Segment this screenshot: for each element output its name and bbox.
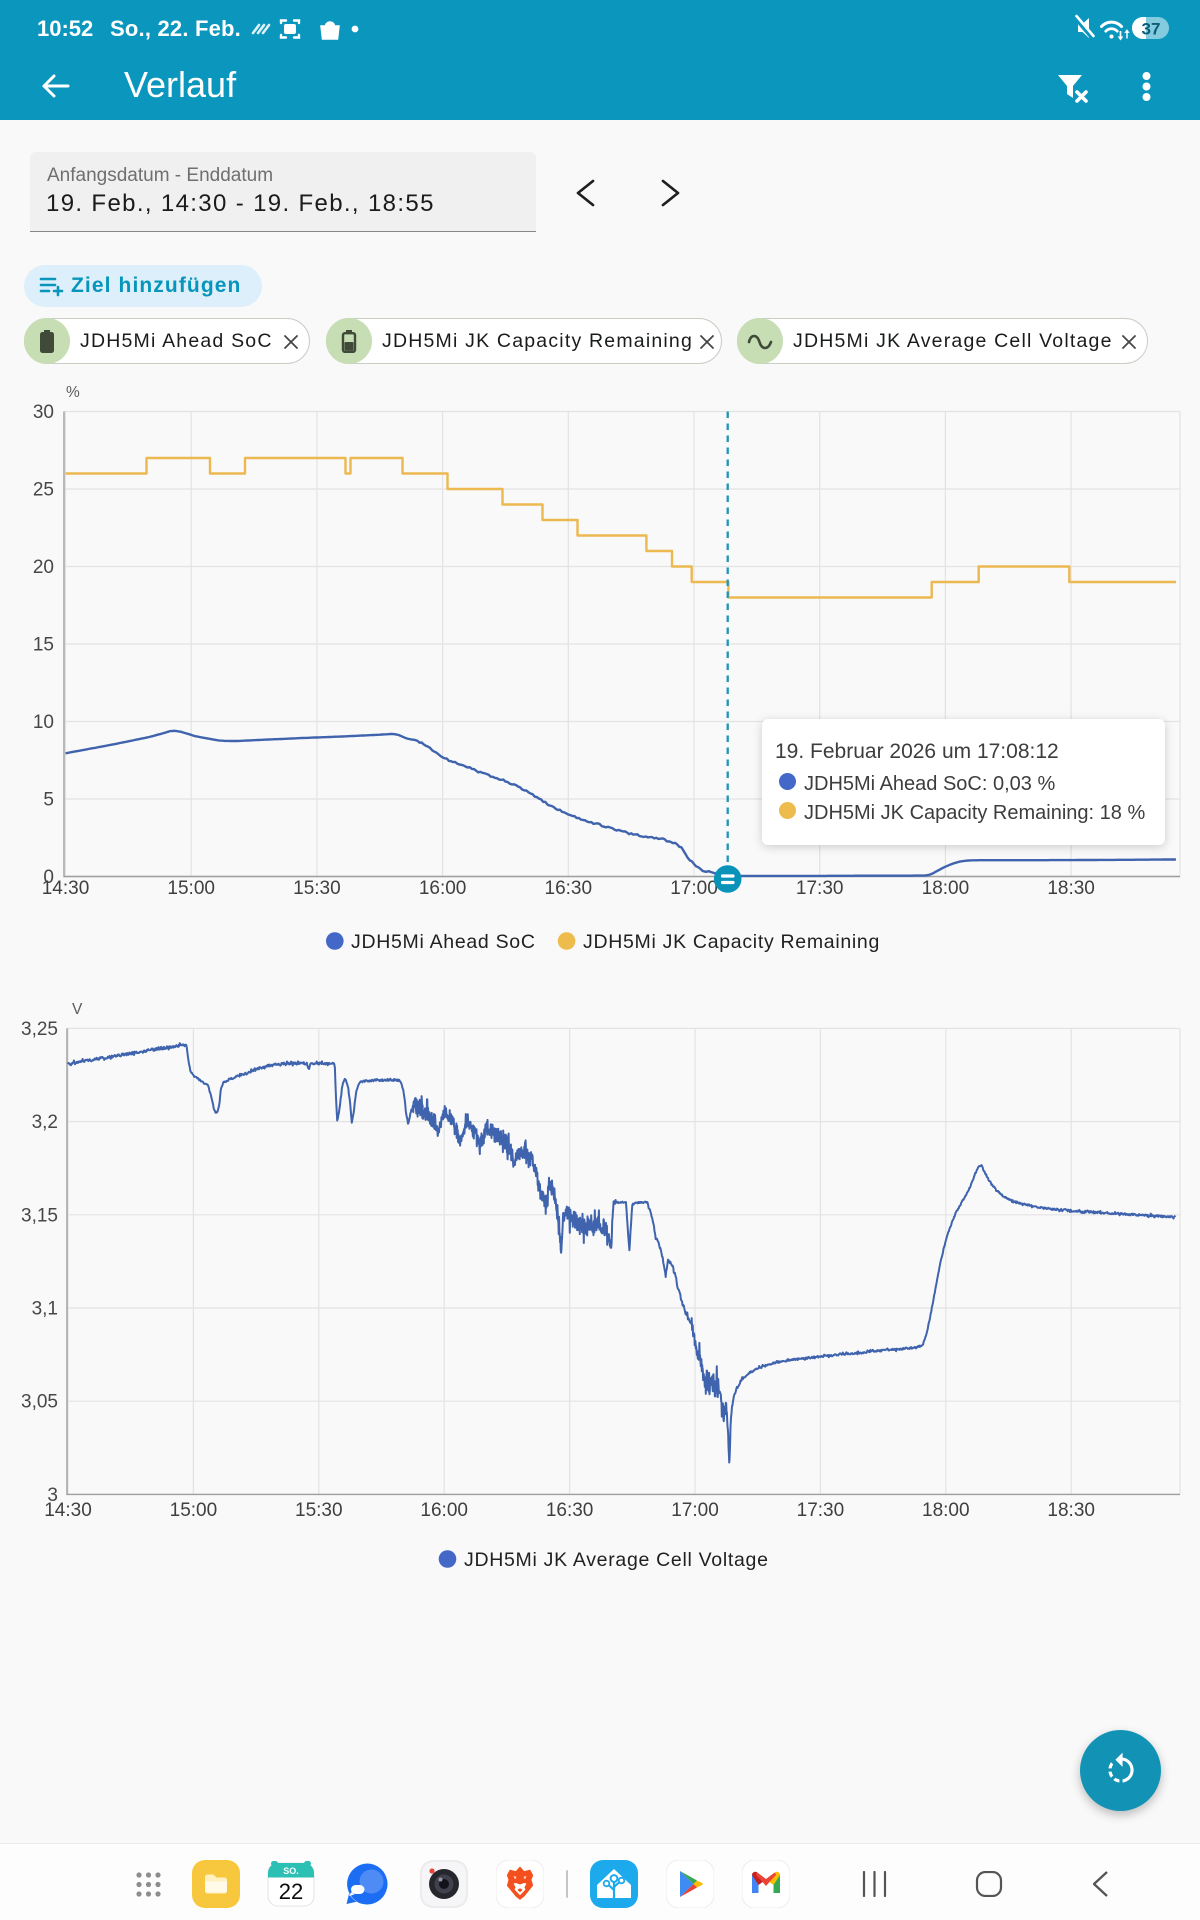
svg-text:JDH5Mi JK Average Cell Voltage: JDH5Mi JK Average Cell Voltage	[464, 1549, 769, 1571]
svg-text:3,25: 3,25	[21, 1019, 58, 1040]
svg-text:37: 37	[1142, 20, 1161, 39]
svg-text:16:30: 16:30	[545, 878, 593, 899]
svg-text:22: 22	[279, 1879, 303, 1904]
svg-text:17:00: 17:00	[671, 1500, 719, 1521]
svg-text:3,15: 3,15	[21, 1205, 58, 1226]
svg-text:18:30: 18:30	[1047, 1500, 1095, 1521]
svg-text:30: 30	[33, 402, 54, 423]
svg-text:V: V	[72, 1001, 83, 1018]
svg-text:3,05: 3,05	[21, 1392, 58, 1413]
svg-text:0: 0	[43, 867, 54, 888]
svg-text:18:00: 18:00	[922, 878, 970, 899]
svg-text:18:30: 18:30	[1047, 878, 1095, 899]
svg-text:15:30: 15:30	[295, 1500, 343, 1521]
svg-text:5: 5	[43, 790, 54, 811]
svg-text:17:30: 17:30	[796, 878, 844, 899]
svg-text:17:30: 17:30	[797, 1500, 845, 1521]
svg-text:SO.: SO.	[283, 1866, 299, 1876]
svg-text:14:30: 14:30	[42, 878, 90, 899]
svg-text:10: 10	[33, 712, 54, 733]
svg-text:JDH5Mi JK Capacity Remaining: JDH5Mi JK Capacity Remaining	[583, 931, 880, 953]
svg-text:20: 20	[33, 557, 54, 578]
svg-text:17:00: 17:00	[670, 878, 718, 899]
svg-text:15:00: 15:00	[170, 1500, 218, 1521]
svg-text:15:30: 15:30	[293, 878, 341, 899]
svg-text:15: 15	[33, 635, 54, 656]
svg-text:16:30: 16:30	[546, 1500, 594, 1521]
svg-text:14:30: 14:30	[44, 1500, 92, 1521]
svg-text:15:00: 15:00	[167, 878, 215, 899]
svg-text:18:00: 18:00	[922, 1500, 970, 1521]
svg-text:25: 25	[33, 480, 54, 501]
svg-text:16:00: 16:00	[419, 878, 467, 899]
svg-text:3,1: 3,1	[32, 1299, 58, 1320]
svg-text:3: 3	[47, 1485, 58, 1506]
svg-text:%: %	[66, 384, 80, 401]
svg-text:16:00: 16:00	[420, 1500, 468, 1521]
svg-text:JDH5Mi Ahead SoC: JDH5Mi Ahead SoC	[351, 931, 536, 953]
svg-text:3,2: 3,2	[32, 1112, 58, 1133]
